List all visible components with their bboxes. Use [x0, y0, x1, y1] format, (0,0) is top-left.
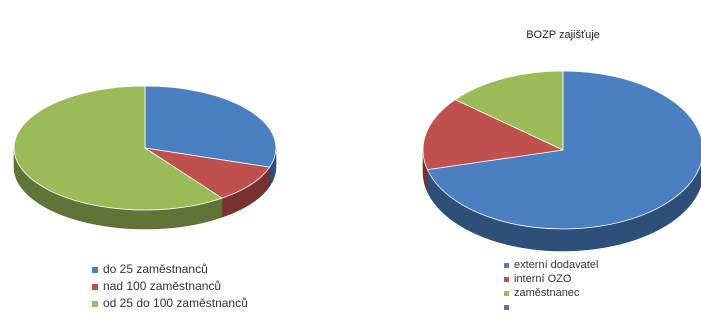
pie-top-faces: [422, 70, 701, 230]
legend-item-nad-100-zamestnancu: nad 100 zaměstnanců: [92, 279, 221, 293]
chart-legend: externí dodavatel interní OZO zaměstnanec: [504, 259, 598, 310]
chart-legend: do 25 zaměstnanců nad 100 zaměstnanců od 2…: [92, 262, 248, 310]
legend-label: interní OZO: [514, 273, 572, 285]
pie-slice-nad-100-zamestnancu: [144, 147, 270, 199]
legend-label: externí dodavatel: [514, 259, 598, 271]
legend-item-item-3: [504, 305, 509, 310]
legend-label: nad 100 zaměstnanců: [103, 279, 221, 293]
pie-slice-interni-ozo: [422, 99, 564, 171]
chart-bozp-pie: BOZP zajišťuje externí dodavatel interní …: [422, 29, 701, 310]
legend-item-zamestnanec: zaměstnanec: [504, 287, 580, 299]
legend-swatch: [504, 291, 509, 296]
legend-swatch: [504, 305, 509, 310]
legend-swatch: [92, 301, 98, 307]
chart-employees-pie: do 25 zaměstnanců nad 100 zaměstnanců od 2…: [13, 85, 277, 310]
legend-label: do 25 zaměstnanců: [103, 262, 208, 276]
legend-label: od 25 do 100 zaměstnanců: [103, 296, 248, 310]
pie-slice-od-25-do-100-zamestnancu: [13, 85, 223, 211]
pie-slice-do-25-zamestnancu: [144, 85, 277, 168]
legend-item-externi-dodavatel: externí dodavatel: [504, 259, 598, 271]
legend-swatch: [504, 277, 509, 282]
legend-item-do-25-zamestnancu: do 25 zaměstnanců: [92, 262, 208, 276]
legend-label: zaměstnanec: [514, 287, 580, 299]
legend-swatch: [504, 263, 509, 268]
pie-slice-zamestnanec: [454, 70, 564, 151]
legend-swatch: [92, 267, 98, 273]
legend-swatch: [92, 284, 98, 290]
legend-item-interni-ozo: interní OZO: [504, 273, 572, 285]
legend-item-od-25-do-100-zamestnancu: od 25 do 100 zaměstnanců: [92, 296, 248, 310]
chart-title: BOZP zajišťuje: [526, 29, 600, 41]
pie-slice-externi-dodavatel: [426, 70, 701, 230]
pie-top-faces: [13, 85, 277, 211]
